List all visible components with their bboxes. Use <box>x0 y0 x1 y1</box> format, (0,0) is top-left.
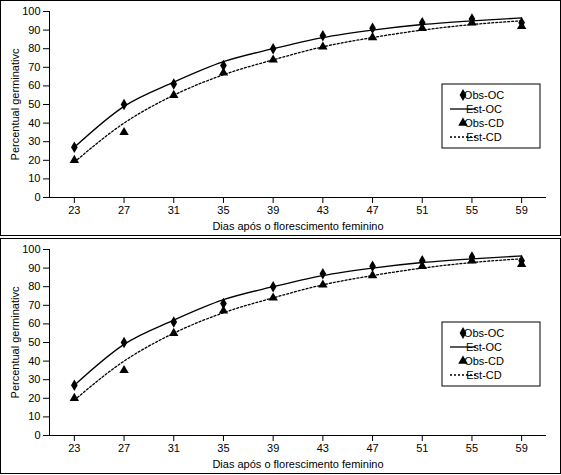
svg-text:30: 30 <box>28 135 40 147</box>
svg-text:60: 60 <box>28 79 40 91</box>
svg-text:20: 20 <box>28 154 40 166</box>
svg-text:31: 31 <box>168 442 180 454</box>
svg-text:20: 20 <box>28 392 40 404</box>
svg-text:10: 10 <box>28 410 40 422</box>
svg-text:80: 80 <box>28 280 40 292</box>
svg-text:70: 70 <box>28 61 40 73</box>
svg-text:27: 27 <box>118 204 130 216</box>
svg-text:51: 51 <box>416 442 428 454</box>
svg-text:Est-CD: Est-CD <box>466 369 502 381</box>
svg-text:35: 35 <box>217 442 229 454</box>
svg-text:55: 55 <box>466 204 478 216</box>
svg-text:Obs-CD: Obs-CD <box>464 355 504 367</box>
svg-text:39: 39 <box>267 442 279 454</box>
svg-text:Obs-OC: Obs-OC <box>464 327 504 339</box>
svg-text:Obs-OC: Obs-OC <box>464 89 504 101</box>
svg-text:43: 43 <box>317 204 329 216</box>
svg-text:35: 35 <box>217 204 229 216</box>
svg-text:59: 59 <box>516 442 528 454</box>
svg-text:30: 30 <box>28 373 40 385</box>
svg-text:90: 90 <box>28 24 40 36</box>
svg-text:0: 0 <box>34 191 40 203</box>
svg-text:Dias após o florescimento femi: Dias após o florescimento feminino <box>212 220 383 232</box>
svg-text:60: 60 <box>28 317 40 329</box>
svg-text:50: 50 <box>28 98 40 110</box>
svg-text:90: 90 <box>28 262 40 274</box>
svg-text:10: 10 <box>28 172 40 184</box>
svg-text:Est-OC: Est-OC <box>466 341 502 353</box>
svg-text:40: 40 <box>28 117 40 129</box>
svg-text:31: 31 <box>168 204 180 216</box>
svg-text:39: 39 <box>267 204 279 216</box>
svg-text:Percentual germinativc: Percentual germinativc <box>9 48 21 160</box>
svg-text:80: 80 <box>28 42 40 54</box>
svg-text:51: 51 <box>416 204 428 216</box>
svg-text:Est-OC: Est-OC <box>466 103 502 115</box>
svg-text:47: 47 <box>366 204 378 216</box>
svg-text:23: 23 <box>68 204 80 216</box>
svg-text:43: 43 <box>317 442 329 454</box>
svg-text:55: 55 <box>466 442 478 454</box>
svg-text:Percentual germinativc: Percentual germinativc <box>9 286 21 398</box>
svg-text:Obs-CD: Obs-CD <box>464 117 504 129</box>
svg-text:Dias após o florescimento femi: Dias após o florescimento feminino <box>212 458 383 470</box>
svg-text:100: 100 <box>22 243 40 255</box>
svg-text:Est-CD: Est-CD <box>466 131 502 143</box>
svg-text:23: 23 <box>68 442 80 454</box>
svg-text:0: 0 <box>34 429 40 441</box>
svg-text:100: 100 <box>22 5 40 17</box>
svg-text:59: 59 <box>516 204 528 216</box>
svg-text:47: 47 <box>366 442 378 454</box>
svg-text:27: 27 <box>118 442 130 454</box>
svg-text:50: 50 <box>28 336 40 348</box>
svg-text:70: 70 <box>28 299 40 311</box>
svg-text:40: 40 <box>28 355 40 367</box>
